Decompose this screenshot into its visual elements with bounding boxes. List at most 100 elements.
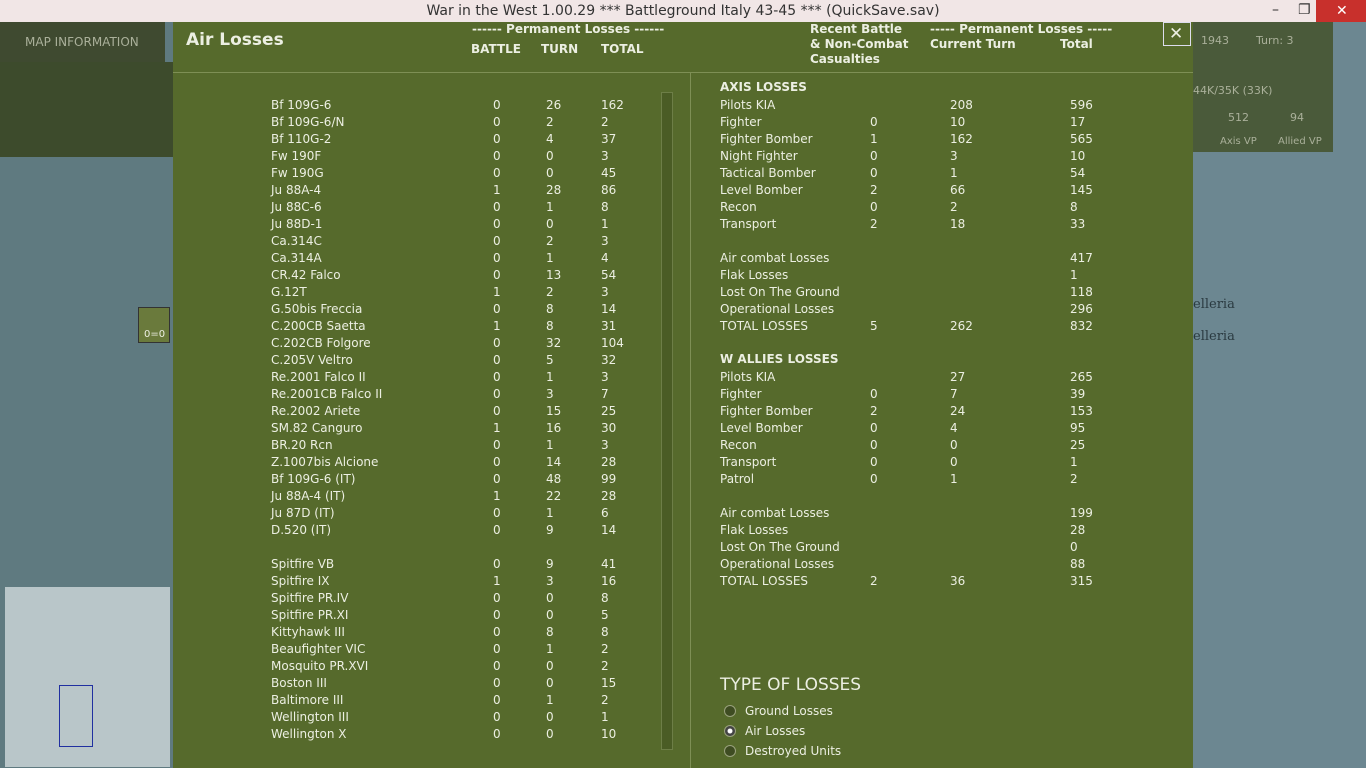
close-window[interactable]: ✕: [1316, 0, 1366, 22]
cell-value: 2: [601, 642, 609, 656]
cell-value: 832: [1070, 319, 1093, 333]
cell-value: 0: [493, 591, 501, 605]
row-label: Pilots KIA: [720, 98, 776, 112]
window-title: War in the West 1.00.29 *** Battleground…: [426, 3, 940, 19]
cell-value: 265: [1070, 370, 1093, 384]
right-panel: 1943 Turn: 3 44K/35K (33K) 512 94 Axis V…: [1193, 22, 1366, 768]
cell-value: 199: [1070, 506, 1093, 520]
cell-value: 0: [493, 676, 501, 690]
row-label: Fighter Bomber: [720, 132, 813, 146]
radio-label[interactable]: Ground Losses: [745, 704, 833, 718]
cell-value: 0: [493, 336, 501, 350]
row-label: Night Fighter: [720, 149, 798, 163]
cell-value: 1: [601, 217, 609, 231]
cell-value: 66: [950, 183, 966, 197]
type-title: TYPE OF LOSSES: [720, 675, 862, 695]
cell-value: 296: [1070, 302, 1093, 316]
column-header: Casualties: [810, 52, 880, 66]
cell-value: 0: [493, 268, 501, 282]
close-dialog[interactable]: ✕: [1163, 22, 1191, 46]
row-label: C.202CB Folgore: [271, 336, 371, 350]
row-label: Transport: [720, 217, 777, 231]
cell-value: 3: [601, 285, 609, 299]
cell-value: 1: [870, 132, 878, 146]
cell-value: 17: [1070, 115, 1086, 129]
cell-value: 2: [601, 659, 609, 673]
row-label: Fighter Bomber: [720, 404, 813, 418]
row-label: Re.2002 Ariete: [271, 404, 361, 418]
cell-value: 32: [601, 353, 617, 367]
radio[interactable]: [724, 745, 736, 757]
row-label: Ju 87D (IT): [271, 506, 335, 520]
cell-value: 596: [1070, 98, 1093, 112]
cell-value: 1: [546, 370, 554, 384]
row-label: Lost On The Ground: [720, 285, 840, 299]
cell-value: 3: [601, 370, 609, 384]
cell-value: 4: [950, 421, 958, 435]
cell-value: 10: [1070, 149, 1086, 163]
row-label: Air combat Losses: [720, 506, 830, 520]
radio-label[interactable]: Destroyed Units: [745, 744, 842, 758]
cell-value: 4: [601, 251, 609, 265]
row-label: D.520 (IT): [271, 523, 332, 537]
cell-value: 22: [546, 489, 562, 503]
cell-value: 18: [950, 217, 966, 231]
cell-value: 7: [950, 387, 958, 401]
cell-value: 2: [870, 574, 878, 588]
scrollbar[interactable]: [661, 92, 673, 750]
cell-value: 2: [870, 404, 878, 418]
maximize[interactable]: ❐: [1298, 2, 1311, 18]
row-label: Operational Losses: [720, 302, 835, 316]
cell-value: 4: [546, 132, 554, 146]
section-title: W ALLIES LOSSES: [720, 352, 839, 366]
cell-value: 162: [601, 98, 624, 112]
cell-value: 1: [546, 251, 554, 265]
cell-value: 0: [493, 693, 501, 707]
header-group: ----- Permanent Losses -----: [930, 22, 1113, 36]
cell-value: 1: [493, 421, 501, 435]
cell-value: 0: [493, 710, 501, 724]
cell-value: 0: [493, 234, 501, 248]
minimap-view: [59, 685, 93, 747]
cell-value: 0: [493, 642, 501, 656]
cell-value: 262: [950, 319, 973, 333]
radio[interactable]: [724, 705, 736, 717]
left-panel: MAP INFORMATION 0=0: [0, 22, 173, 768]
row-label: Mosquito PR.XVI: [271, 659, 369, 673]
cell-value: 10: [950, 115, 966, 129]
row-label: Operational Losses: [720, 557, 835, 571]
unit[interactable]: [138, 307, 170, 343]
map-tab[interactable]: MAP INFORMATION: [25, 35, 139, 49]
cell-value: 1: [493, 183, 501, 197]
cell-value: 0: [493, 727, 501, 741]
radio-label[interactable]: Air Losses: [745, 724, 806, 738]
cell-value: 16: [601, 574, 617, 588]
header-group: ------ Permanent Losses ------: [472, 22, 665, 36]
cell-value: 0: [546, 676, 554, 690]
cell-value: 8: [1070, 200, 1078, 214]
cell-value: 13: [546, 268, 562, 282]
turn: Turn: 3: [1256, 34, 1294, 47]
cell-value: 315: [1070, 574, 1093, 588]
row-label: Pilots KIA: [720, 370, 776, 384]
cell-value: 1: [546, 438, 554, 452]
cell-value: 0: [493, 455, 501, 469]
column-header: BATTLE: [471, 42, 521, 56]
row-label: Level Bomber: [720, 183, 803, 197]
cell-value: 5: [546, 353, 554, 367]
dialog-title: Air Losses: [186, 30, 284, 50]
row-label: Bf 110G-2: [271, 132, 332, 146]
row-label: Baltimore III: [271, 693, 344, 707]
cell-value: 0: [493, 608, 501, 622]
cell-value: 162: [950, 132, 973, 146]
cell-value: 0: [493, 132, 501, 146]
allied-vp: 94: [1290, 111, 1304, 124]
radio[interactable]: [724, 725, 736, 737]
minimize[interactable]: –: [1272, 2, 1279, 18]
row-label: Re.2001 Falco II: [271, 370, 366, 384]
axis-vp-label: Axis VP: [1220, 136, 1257, 147]
row-label: Spitfire VB: [271, 557, 335, 571]
cell-value: 39: [1070, 387, 1086, 401]
cell-value: 118: [1070, 285, 1093, 299]
dialog: ✕ Air Losses ------ Permanent Losses ----…: [173, 22, 1193, 768]
